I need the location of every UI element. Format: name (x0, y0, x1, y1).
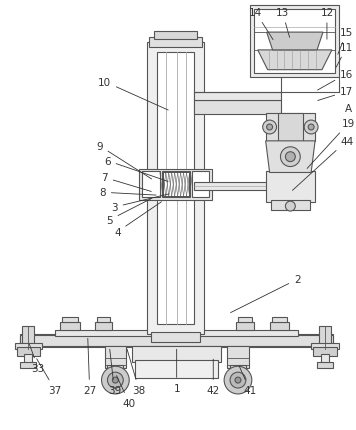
Bar (15, 343, 42, 350)
Bar (163, 173, 189, 197)
Text: 11: 11 (336, 43, 354, 68)
Text: 42: 42 (206, 359, 220, 395)
Circle shape (112, 377, 118, 383)
Text: 13: 13 (276, 8, 289, 38)
Text: 1: 1 (173, 350, 180, 393)
Text: A: A (345, 104, 352, 114)
Bar (238, 317, 252, 322)
Bar (96, 317, 110, 322)
Circle shape (235, 377, 241, 383)
Bar (269, 322, 289, 330)
Text: 14: 14 (249, 8, 273, 40)
Polygon shape (267, 33, 323, 51)
Bar (192, 172, 209, 198)
Bar (132, 347, 221, 362)
Bar (62, 317, 78, 322)
Circle shape (286, 202, 295, 212)
Bar (227, 347, 249, 369)
Bar (313, 348, 337, 356)
Text: 44: 44 (292, 137, 354, 191)
Text: 16: 16 (318, 70, 354, 91)
Bar (317, 362, 333, 369)
Text: 10: 10 (98, 77, 168, 111)
Text: 4: 4 (114, 202, 162, 237)
Bar (149, 38, 202, 48)
Bar (105, 347, 126, 369)
Circle shape (267, 125, 273, 131)
Bar (254, 10, 335, 74)
Text: 27: 27 (83, 338, 96, 395)
Text: 3: 3 (111, 194, 169, 212)
Bar (20, 362, 36, 369)
Text: 39: 39 (108, 350, 121, 395)
Text: 41: 41 (239, 366, 256, 395)
Circle shape (286, 152, 295, 162)
Text: 12: 12 (320, 8, 334, 40)
Bar (157, 53, 194, 324)
Circle shape (101, 366, 129, 394)
Text: 2: 2 (231, 275, 300, 313)
Bar (162, 172, 189, 198)
Bar (311, 343, 339, 350)
Bar (163, 173, 189, 197)
Bar (194, 183, 273, 191)
Bar (163, 173, 189, 197)
Bar (230, 366, 246, 373)
Bar (250, 6, 339, 77)
Bar (269, 179, 282, 195)
Bar (151, 332, 200, 342)
Text: 33: 33 (29, 344, 45, 373)
Text: 37: 37 (37, 359, 62, 395)
Bar (271, 201, 310, 211)
Bar (272, 317, 287, 322)
Circle shape (281, 147, 300, 167)
Text: 19: 19 (307, 119, 355, 169)
Text: 38: 38 (127, 349, 146, 395)
Bar (278, 114, 303, 145)
Circle shape (230, 372, 246, 388)
Bar (194, 101, 282, 115)
Bar (236, 322, 254, 330)
Bar (163, 173, 189, 197)
Bar (321, 355, 329, 365)
Bar (194, 93, 282, 101)
Bar (319, 326, 331, 346)
Bar (25, 355, 32, 365)
Text: 15: 15 (338, 28, 354, 55)
Bar (163, 173, 189, 197)
Bar (266, 114, 315, 141)
Bar (60, 322, 80, 330)
Bar (139, 169, 212, 201)
Circle shape (304, 121, 318, 135)
Bar (163, 173, 189, 197)
Text: 17: 17 (318, 87, 354, 101)
Circle shape (308, 125, 314, 131)
Bar (142, 172, 160, 198)
Circle shape (224, 366, 252, 394)
Bar (20, 335, 333, 347)
Text: 6: 6 (104, 156, 168, 182)
Bar (16, 348, 40, 356)
Bar (108, 366, 123, 373)
Text: 8: 8 (99, 188, 156, 198)
Text: 5: 5 (106, 199, 151, 225)
Bar (22, 326, 34, 346)
Text: 9: 9 (96, 141, 152, 179)
Bar (163, 173, 189, 197)
Bar (266, 171, 315, 203)
Bar (20, 334, 333, 348)
Bar (135, 360, 218, 378)
Circle shape (263, 121, 277, 135)
Polygon shape (258, 51, 332, 71)
Text: 40: 40 (116, 376, 136, 408)
Circle shape (108, 372, 123, 388)
Bar (55, 330, 298, 336)
Bar (154, 32, 198, 40)
Bar (163, 173, 189, 197)
Bar (95, 322, 112, 330)
Text: 7: 7 (101, 173, 151, 192)
Polygon shape (266, 141, 315, 173)
Bar (147, 43, 204, 334)
